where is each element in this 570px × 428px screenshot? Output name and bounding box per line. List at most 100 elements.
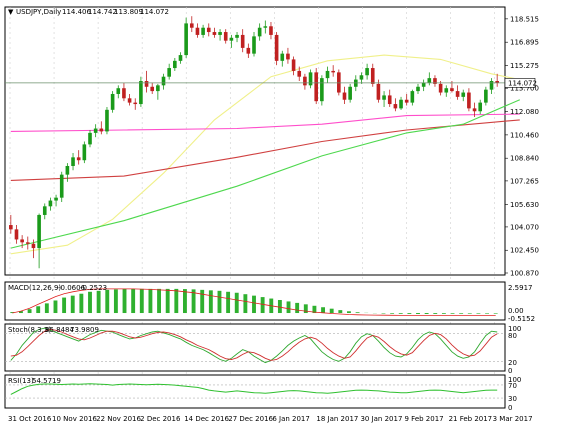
candle-body — [31, 243, 36, 249]
time-tick-label: 2 Dec 2016 — [140, 415, 181, 423]
time-axis: 31 Oct 2016 10 Nov 2016 22 Nov 2016 2 Dec 2… — [8, 415, 533, 423]
candle-body — [427, 78, 432, 83]
candle-body — [410, 91, 415, 103]
macd-signal-line — [12, 288, 496, 316]
candle-body — [320, 78, 324, 102]
price-tick-label: 107.265 — [510, 177, 539, 185]
candle-body — [110, 93, 115, 110]
rsi-axis: 100 70 30 0 — [508, 376, 521, 412]
price-axis: 118.515 116.895 115.275 113.700 112.080 110.4… — [505, 15, 539, 278]
candle-body — [161, 76, 166, 86]
time-tick-label: 6 Jan 2017 — [272, 415, 310, 423]
price-tick-label: 118.515 — [510, 15, 539, 23]
macd-value: -0.0606 — [58, 284, 86, 292]
candle-body — [206, 27, 211, 33]
candle-body — [139, 81, 143, 105]
candle-body — [20, 239, 24, 243]
macd-axis: 2.5917 0.00 -0.5152 — [508, 284, 535, 323]
time-tick-label: 18 Jan 2017 — [316, 415, 358, 423]
stoch-title: Stoch(8,3,3) — [8, 326, 51, 334]
candle-body — [201, 27, 205, 35]
candle-body — [489, 81, 494, 90]
price-tick-label: 100.870 — [510, 270, 539, 278]
candle-body — [484, 89, 488, 103]
candle-body — [229, 37, 234, 41]
time-tick-label: 27 Dec 2016 — [228, 415, 273, 423]
candle-body — [444, 88, 449, 93]
price-tick-label: 108.840 — [510, 155, 539, 163]
macd-axis-zero: 0.00 — [508, 307, 524, 315]
candle-body — [99, 128, 104, 132]
price-label-box: 114.072 — [504, 78, 537, 88]
moving-average-line — [10, 113, 520, 132]
candle-body — [150, 86, 155, 92]
candle-body — [156, 85, 160, 92]
candle-body — [393, 104, 398, 109]
candle-body — [212, 32, 217, 35]
stoch-panel: Stoch(8,3,3) 85.8484 73.9809 — [4, 323, 506, 372]
candle-body — [365, 68, 369, 76]
candle-body — [116, 88, 121, 94]
macd-signal-value: -0.2523 — [80, 284, 107, 292]
main-panel: ▼ USDJPY,Daily 114.406 114.742 113.809 1… — [4, 6, 521, 408]
candle-body — [472, 108, 477, 112]
candle-body — [195, 27, 200, 35]
candle-body — [438, 83, 443, 93]
candle-body — [325, 70, 330, 79]
candle-body — [105, 109, 109, 132]
stoch-axis: 100 80 20 0 — [508, 325, 521, 375]
candle-body — [331, 70, 335, 73]
macd-panel: MACD(12,26,9) -0.0606 -0.2523 — [4, 281, 506, 321]
price-tick-label: 102.450 — [510, 247, 539, 255]
candle-body — [48, 200, 53, 207]
price-tick-label: 105.630 — [510, 201, 539, 209]
candle-body — [478, 102, 483, 112]
ohlc-low: 113.809 — [114, 8, 143, 16]
price-tick-label: 113.700 — [510, 85, 539, 93]
ohlc-close: 114.072 — [140, 8, 169, 16]
candle-body — [257, 27, 262, 37]
stoch-axis-100: 100 — [508, 325, 521, 333]
candle-body — [404, 99, 409, 103]
candle-body — [173, 60, 177, 69]
macd-axis-min: -0.5152 — [508, 315, 535, 323]
candle-body — [495, 81, 499, 83]
price-tick-label: 116.895 — [510, 39, 539, 47]
candle-body — [76, 157, 81, 161]
time-tick-label: 31 Oct 2016 — [8, 415, 52, 423]
candle-body — [376, 83, 381, 100]
candle-body — [167, 68, 171, 77]
price-tick-label: 112.080 — [510, 108, 539, 116]
candle-body — [455, 91, 460, 97]
rsi-axis-0: 0 — [508, 404, 512, 412]
candle-body — [144, 81, 149, 87]
moving-average-line — [10, 99, 521, 249]
candle-body — [218, 32, 222, 35]
candle-body — [88, 132, 92, 145]
rsi-panel-frame — [4, 374, 506, 409]
rsi-axis-100: 100 — [508, 376, 521, 384]
rsi-axis-70: 70 — [508, 382, 517, 390]
candle-body — [274, 34, 279, 61]
candle-body — [37, 214, 41, 249]
candle-body — [359, 75, 364, 80]
moving-averages — [10, 54, 521, 255]
dropdown-arrow-icon[interactable]: ▼ — [8, 8, 14, 16]
time-tick-label: 3 Mar 2017 — [493, 415, 533, 423]
candle-body — [189, 23, 194, 28]
rsi-title: RSI(13) — [8, 377, 34, 385]
candle-body — [399, 99, 403, 109]
candle-body — [65, 165, 70, 175]
candle-body — [416, 86, 420, 92]
stoch-panel-frame — [4, 323, 506, 372]
candle-body — [297, 70, 302, 77]
candle-body — [252, 36, 256, 54]
candle-body — [223, 32, 228, 41]
candle-body — [122, 88, 126, 99]
ohlc-open: 114.406 — [62, 8, 91, 16]
time-tick-label: 9 Feb 2017 — [405, 415, 444, 423]
price-tick-label: 104.070 — [510, 223, 539, 231]
candle-body — [93, 128, 98, 133]
candle-body — [42, 206, 47, 215]
